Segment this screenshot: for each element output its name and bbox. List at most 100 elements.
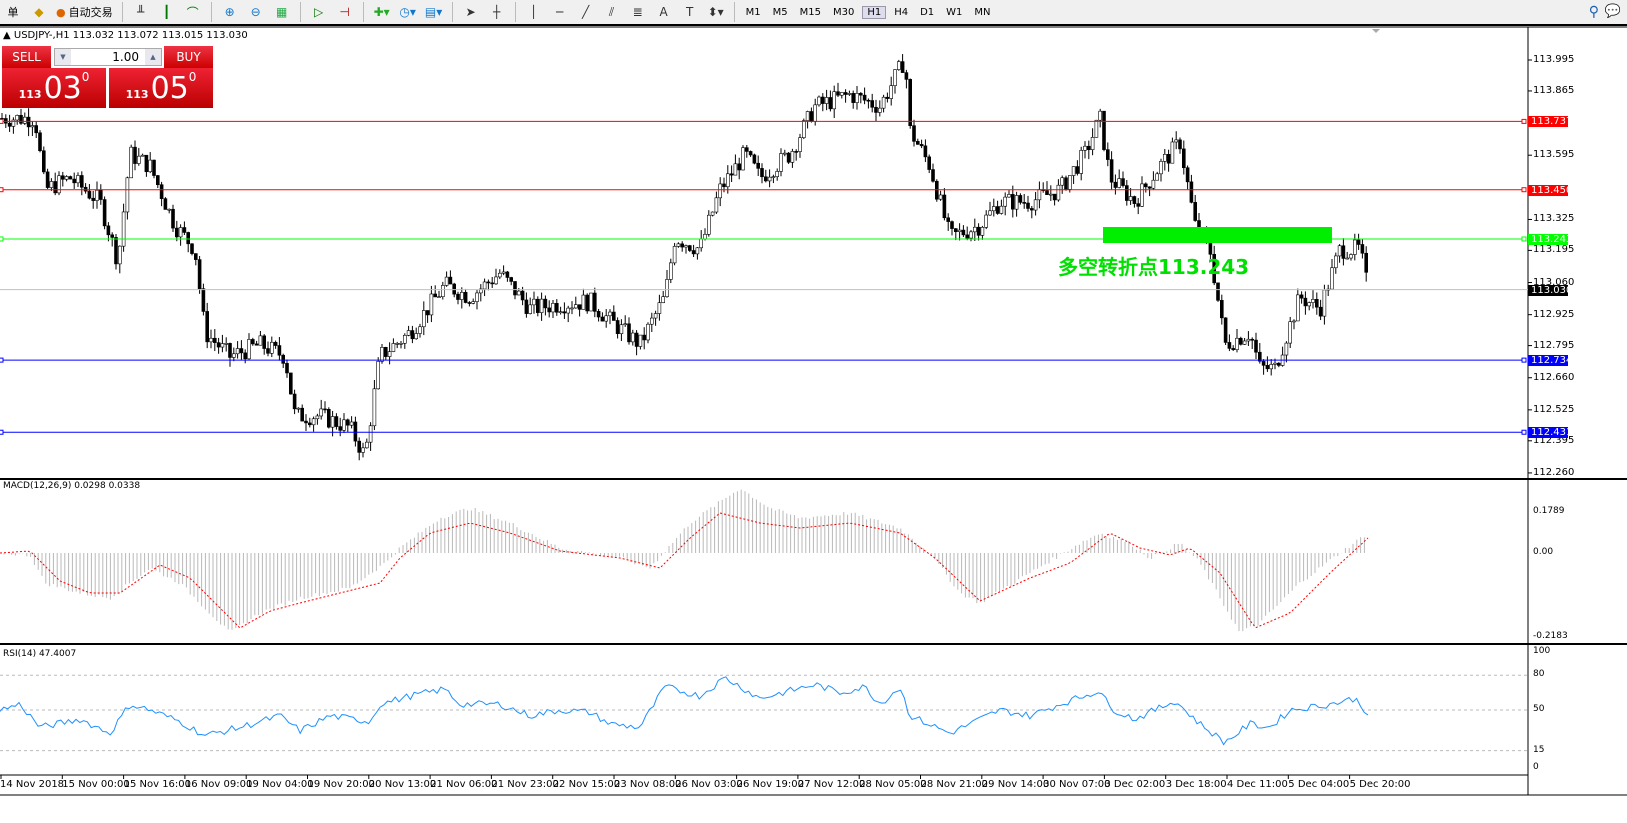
timeframe-m1[interactable]: M1 [745,6,761,18]
navigator-icon[interactable]: ◆ [34,5,44,19]
candle [429,293,434,316]
candle [915,141,920,145]
candle [190,243,194,254]
candle [140,154,145,157]
candle [1288,321,1292,344]
candle [1144,183,1148,188]
lot-size-input[interactable]: 1.00 [54,48,162,66]
candle [34,125,39,134]
candle [30,125,35,128]
candle [1258,351,1262,362]
candle [1322,289,1327,317]
indicators-icon[interactable]: ✚▾ [373,5,390,19]
candle [832,91,837,110]
text-label-icon[interactable]: T [685,5,694,19]
tile-windows-icon[interactable]: ▦ [275,5,288,19]
lot-decrease-button[interactable]: ▼ [55,49,71,65]
candle [843,92,848,95]
candle [1227,342,1232,349]
timeframe-w1[interactable]: W1 [946,6,963,18]
candle [395,343,400,345]
templates-icon[interactable]: ▤▾ [424,5,443,19]
macd-title: MACD(12,26,9) 0.0298 0.0338 [3,481,141,491]
timeframe-d1[interactable]: D1 [920,6,935,18]
candle [824,97,829,104]
candle [1090,137,1095,150]
candle [1334,255,1338,269]
candle [414,333,419,340]
trendline-icon[interactable]: ╱ [581,5,590,19]
autoscroll-icon[interactable]: ▷ [313,5,324,19]
candle [133,146,137,164]
candle [1231,348,1235,350]
macd-tick-label: 0.00 [1533,547,1554,557]
candle [520,290,525,301]
level-handle [0,187,4,193]
timeframe-h4[interactable]: H4 [894,6,909,18]
timeframe-mn[interactable]: MN [974,6,991,18]
timeframe-m30[interactable]: M30 [832,6,855,18]
candle [258,335,263,346]
candlestick-icon[interactable]: ┃ [162,5,171,19]
candle [159,184,164,199]
chart-shift-icon[interactable]: ⊣ [339,5,350,19]
candle [604,315,609,322]
buy-price-button[interactable]: 113 05 0 [109,68,213,108]
timeframe-m15[interactable]: M15 [799,6,821,18]
pivot-zone-rectangle [1103,227,1332,243]
candle [110,234,114,238]
search-icon[interactable]: ⚲ [1588,4,1599,20]
candle [1330,267,1334,290]
bar-chart-icon[interactable]: ╨ [136,5,145,19]
level-handle [1521,118,1527,124]
periods-icon[interactable]: ◷▾ [399,5,416,19]
candle [988,210,992,216]
divider [514,2,516,22]
arrows-icon[interactable]: ⬍▾ [707,5,724,19]
time-tick-label: 4 Dec 11:00 [1227,779,1288,790]
zoom-out-icon[interactable]: ⊖ [250,5,261,19]
candle [1360,244,1365,254]
candle [1018,195,1023,203]
sell-price-button[interactable]: 113 03 0 [2,68,106,108]
candle [251,339,255,345]
timeframe-m5[interactable]: M5 [772,6,788,18]
candle [99,190,103,200]
crosshair-icon[interactable]: ┼ [492,5,501,19]
pivot-annotation[interactable]: 多空转折点113.243 [1058,255,1250,279]
candle [794,151,799,153]
zoom-in-icon[interactable]: ⊕ [224,5,235,19]
horizontal-line-icon[interactable]: ─ [555,5,564,19]
text-icon[interactable]: A [659,5,668,19]
autotrade-button[interactable]: ● 自动交易 [54,1,115,23]
candle [839,92,844,96]
chat-icon[interactable]: 💬 [1604,4,1621,19]
cursor-icon[interactable]: ➤ [465,5,476,19]
candle [486,281,491,284]
buy-button[interactable]: BUY [164,46,213,68]
sell-button[interactable]: SELL [2,46,51,68]
candle [80,175,84,188]
candle [516,290,521,296]
orders-menu[interactable]: 单 [7,6,19,19]
timeframe-h1[interactable]: H1 [862,5,887,19]
candle [266,348,270,354]
lot-increase-button[interactable]: ▲ [145,49,161,65]
rsi-title: RSI(14) 47.4007 [3,649,77,659]
candle [125,177,130,213]
candle [368,425,373,443]
line-chart-icon[interactable]: ⌒ [186,5,199,20]
candle [699,238,704,249]
vertical-line-icon[interactable]: │ [529,5,538,19]
level-price-tag: 112.734 [1528,355,1572,367]
candle [961,229,966,236]
candle [57,175,61,194]
candle [547,307,552,313]
candle [137,155,141,164]
equidistant-channel-icon[interactable]: ⫽ [608,4,615,19]
fibonacci-icon[interactable]: ≣ [632,5,643,19]
candle [980,227,985,236]
candle [619,324,624,334]
candle [1064,177,1068,190]
